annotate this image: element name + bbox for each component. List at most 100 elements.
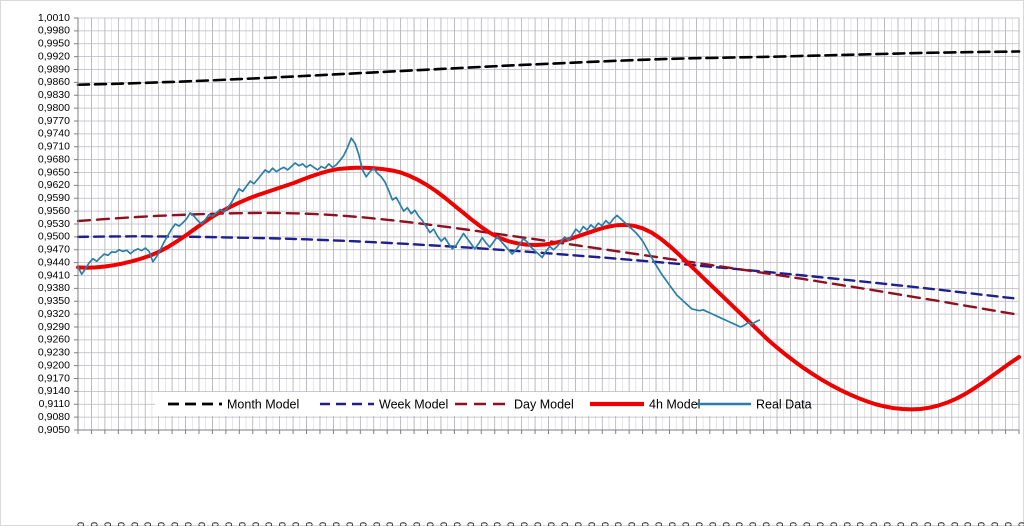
x-axis-tick-label: 22.11.13 16:00	[950, 522, 961, 526]
y-axis-tick-label: 0,9830	[38, 89, 70, 101]
legend-label-week-model: Week Model	[379, 397, 448, 411]
y-axis-tickmarks	[74, 17, 78, 431]
x-axis-tick-label: 31.10.13 0:00	[493, 522, 504, 526]
y-axis-tick-label: 0,9590	[38, 192, 70, 204]
x-axis-tick-label: 20.11.13 16:00	[896, 522, 907, 526]
x-axis-tick-label: 17.10.13 8:00	[224, 522, 235, 526]
x-axis-tick-label: 29.10.13 0:00	[439, 522, 450, 526]
x-axis-tick-label: 11.11.13 16:00	[708, 522, 719, 526]
series-line-day-model	[76, 211, 1021, 317]
x-axis-tick-label: 24.10.13 16:00	[372, 522, 383, 526]
data-series-group	[76, 50, 1021, 412]
x-axis-tick-label: 08.11.13 8:00	[668, 522, 679, 526]
x-axis-tick-label: 30.10.13 12:00	[479, 522, 490, 526]
y-axis-tick-label: 0,9890	[38, 63, 70, 75]
x-axis-tick-label: 13.11.13 4:00	[748, 522, 759, 526]
x-axis-tickmarks	[77, 430, 1020, 434]
x-axis-tick-label: 14.11.13 16:00	[788, 522, 799, 526]
y-axis-tick-label: 0,9800	[38, 102, 70, 114]
y-axis-tick-label: 0,9920	[38, 50, 70, 62]
y-axis-tick-label: 0,9860	[38, 76, 70, 88]
x-axis-tick-label: 15.11.13 4:00	[802, 522, 813, 526]
x-axis-tick-label: 24.10.13 4:00	[358, 522, 369, 526]
y-axis-tick-label: 0,9050	[38, 424, 70, 436]
chart-legend: Month Model Week Model Day Model 4h Model Re…	[155, 392, 812, 416]
x-axis-tick-label: 23.10.13 4:00	[331, 522, 342, 526]
y-axis-tick-label: 0,9350	[38, 295, 70, 307]
y-axis-tick-label: 0,9440	[38, 256, 70, 268]
x-axis-tick-label: 22.10.13 16:00	[318, 522, 329, 526]
y-axis-tick-label: 0,9770	[38, 115, 70, 127]
x-axis-tick-label: 31.10.13 12:00	[506, 522, 517, 526]
legend-label-real-data: Real Data	[756, 397, 812, 411]
y-axis-tick-label: 0,9380	[38, 282, 70, 294]
x-axis-tick-label: 12.11.13 16:00	[735, 522, 746, 526]
legend-label-day-model: Day Model	[514, 397, 574, 411]
y-axis-labels: 1,00100,99800,99500,99200,98900,98600,98…	[38, 12, 70, 436]
x-axis-labels: 10.10.13 0:0010.10.13 12:0011.10.13 0:00…	[76, 522, 1024, 526]
x-axis-tick-label: 07.11.13 8:00	[641, 522, 652, 526]
x-axis-tick-label: 17.10.13 20:00	[237, 522, 248, 526]
series-line-4h-model	[76, 165, 1021, 412]
x-axis-tick-label: 14.11.13 4:00	[775, 522, 786, 526]
y-axis-tick-label: 0,9140	[38, 385, 70, 397]
y-axis-tick-label: 0,9260	[38, 334, 70, 346]
x-axis-tick-label: 03.11.13 21:00	[547, 522, 558, 526]
legend-label-4h-model: 4h Model	[649, 397, 700, 411]
x-axis-tick-label: 25.10.13 16:00	[399, 522, 410, 526]
y-axis-tick-label: 0,9470	[38, 244, 70, 256]
y-axis-tick-label: 1,0010	[38, 12, 70, 24]
x-axis-tick-label: 13.11.13 16:00	[762, 522, 773, 526]
x-axis-tick-label: 14.10.13 20:00	[157, 522, 168, 526]
x-axis-tick-label: 06.11.13 8:00	[614, 522, 625, 526]
x-axis-tick-label: 11.10.13 12:00	[116, 522, 127, 526]
x-axis-tick-label: 11.10.13 0:00	[103, 522, 114, 526]
y-axis-tick-label: 0,9560	[38, 205, 70, 217]
x-axis-tick-label: 10.10.13 12:00	[89, 522, 100, 526]
x-axis-tick-label: 01.11.13 0:00	[520, 522, 531, 526]
x-axis-tick-label: 25.11.13 16:00	[977, 522, 988, 526]
x-axis-tick-label: 26.11.13 4:00	[990, 522, 1001, 526]
x-axis-tick-label: 29.10.13 12:00	[452, 522, 463, 526]
x-axis-tick-label: 05.11.13 8:00	[587, 522, 598, 526]
x-axis-tick-label: 15.11.13 16:00	[815, 522, 826, 526]
x-axis-tick-label: 21.10.13 4:00	[278, 522, 289, 526]
x-axis-tick-label: 25.11.13 4:00	[963, 522, 974, 526]
y-axis-tick-label: 0,9320	[38, 308, 70, 320]
y-axis-tick-label: 0,9110	[39, 398, 70, 410]
x-axis-tick-label: 14.10.13 8:00	[143, 522, 154, 526]
x-axis-tick-label: 12.11.13 4:00	[721, 522, 732, 526]
y-axis-tick-label: 0,9530	[38, 218, 70, 230]
x-axis-tick-label: 01.11.13 12:00	[533, 522, 544, 526]
x-axis-tick-label: 10.10.13 0:00	[76, 522, 87, 526]
y-axis-tick-label: 0,9950	[38, 38, 70, 50]
x-axis-tick-label: 23.10.13 16:00	[345, 522, 356, 526]
x-axis-tick-label: 27.11.13 4:00	[1017, 522, 1024, 526]
x-axis-tick-label: 07.11.13 20:00	[654, 522, 665, 526]
x-axis-tick-label: 19.11.13 16:00	[869, 522, 880, 526]
x-axis-tick-label: 30.10.13 0:00	[466, 522, 477, 526]
x-axis-tick-label: 21.10.13 16:00	[291, 522, 302, 526]
y-axis-tick-label: 0,9980	[38, 25, 70, 37]
y-axis-tick-label: 0,9170	[38, 372, 70, 384]
x-axis-tick-label: 21.11.13 16:00	[923, 522, 934, 526]
x-axis-tick-label: 28.10.13 0:00	[412, 522, 423, 526]
x-axis-tick-label: 05.11.13 20:00	[600, 522, 611, 526]
x-axis-tick-label: 04.11.13 20:00	[573, 522, 584, 526]
y-axis-tick-label: 0,9200	[38, 359, 70, 371]
x-axis-tick-label: 16.10.13 20:00	[210, 522, 221, 526]
series-line-week-model	[76, 235, 1021, 301]
x-axis-tick-label: 21.11.13 4:00	[909, 522, 920, 526]
x-axis-tick-label: 15.10.13 20:00	[184, 522, 195, 526]
x-axis-tick-label: 18.10.13 8:00	[251, 522, 262, 526]
y-axis-tick-label: 0,9680	[38, 153, 70, 165]
y-axis-tick-label: 0,9230	[38, 347, 70, 359]
y-axis-tick-label: 0,9710	[38, 141, 70, 153]
x-axis-tick-label: 04.11.13 8:00	[560, 522, 571, 526]
x-axis-tick-label: 18.10.13 20:00	[264, 522, 275, 526]
y-axis-tick-label: 0,9290	[38, 321, 70, 333]
x-axis-tick-label: 19.11.13 4:00	[856, 522, 867, 526]
x-axis-tick-label: 06.11.13 20:00	[627, 522, 638, 526]
